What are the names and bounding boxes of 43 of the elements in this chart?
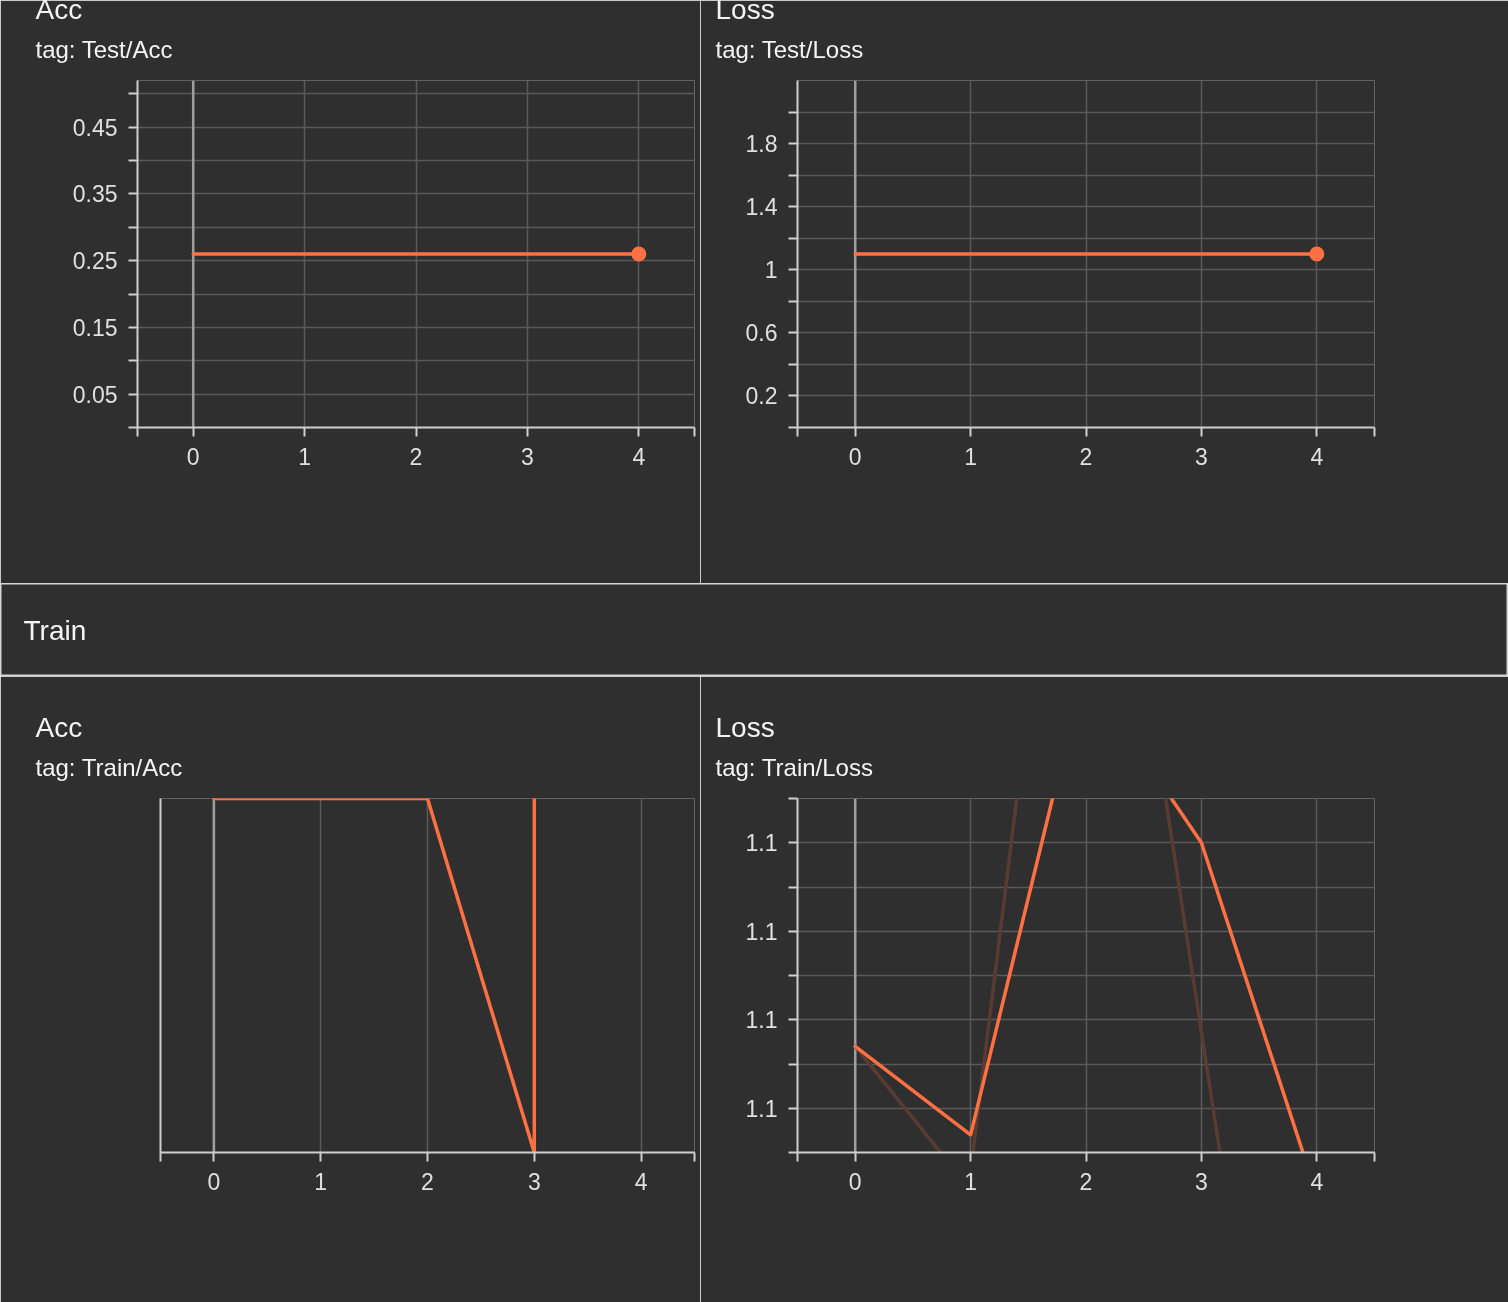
x-tick-label: 1 [964,1168,977,1195]
chart-subtitle: tag: Train/Acc [35,753,183,781]
x-tick-label: 1 [314,1168,328,1195]
x-tick-label: 3 [1195,1168,1208,1195]
y-tick-label: 1 [764,257,778,284]
x-tick-label: 0 [207,1168,221,1195]
chart-subtitle: tag: Test/Loss [715,35,864,63]
chart-subtitle: tag: Train/Loss [715,753,873,781]
y-tick-label: 1.1 [745,1095,778,1122]
chart-title: Acc [35,0,83,25]
x-tick-label: 2 [409,443,423,470]
x-tick-label: 3 [521,443,534,470]
x-tick-label: 1 [298,443,311,470]
y-tick-label: 1.8 [745,131,778,158]
x-tick-label: 4 [1310,443,1324,470]
y-tick-label: 1.1 [745,918,778,945]
y-tick-label: 0.25 [72,248,118,275]
y-tick-label: 0.6 [745,320,778,347]
text: Train [23,615,87,646]
y-tick-label: 0.2 [745,383,778,410]
x-tick-label: 3 [1195,443,1208,470]
x-tick-label: 0 [186,443,200,470]
x-tick-label: 0 [848,1168,862,1195]
chart-title: Acc [35,712,83,743]
x-tick-label: 2 [1079,1168,1093,1195]
x-tick-label: 0 [848,443,862,470]
y-tick-label: 1.1 [745,1007,778,1034]
y-tick-label: 1.1 [745,830,778,857]
x-tick-label: 1 [964,443,977,470]
x-tick-label: 2 [421,1168,434,1195]
x-tick-label: 2 [1079,443,1093,470]
chart-title: Loss [715,0,775,25]
x-tick-label: 3 [527,1168,541,1195]
y-tick-label: 0.45 [72,114,118,141]
y-tick-label: 0.15 [72,314,118,341]
y-tick-label: 1.4 [745,194,778,221]
x-tick-label: 4 [632,443,646,470]
y-tick-label: 0.35 [72,181,118,208]
x-tick-label: 4 [634,1168,648,1195]
x-tick-label: 4 [1310,1168,1324,1195]
chart-subtitle: tag: Test/Acc [35,35,173,63]
y-tick-label: 0.05 [72,381,118,408]
chart-title: Loss [715,712,775,743]
